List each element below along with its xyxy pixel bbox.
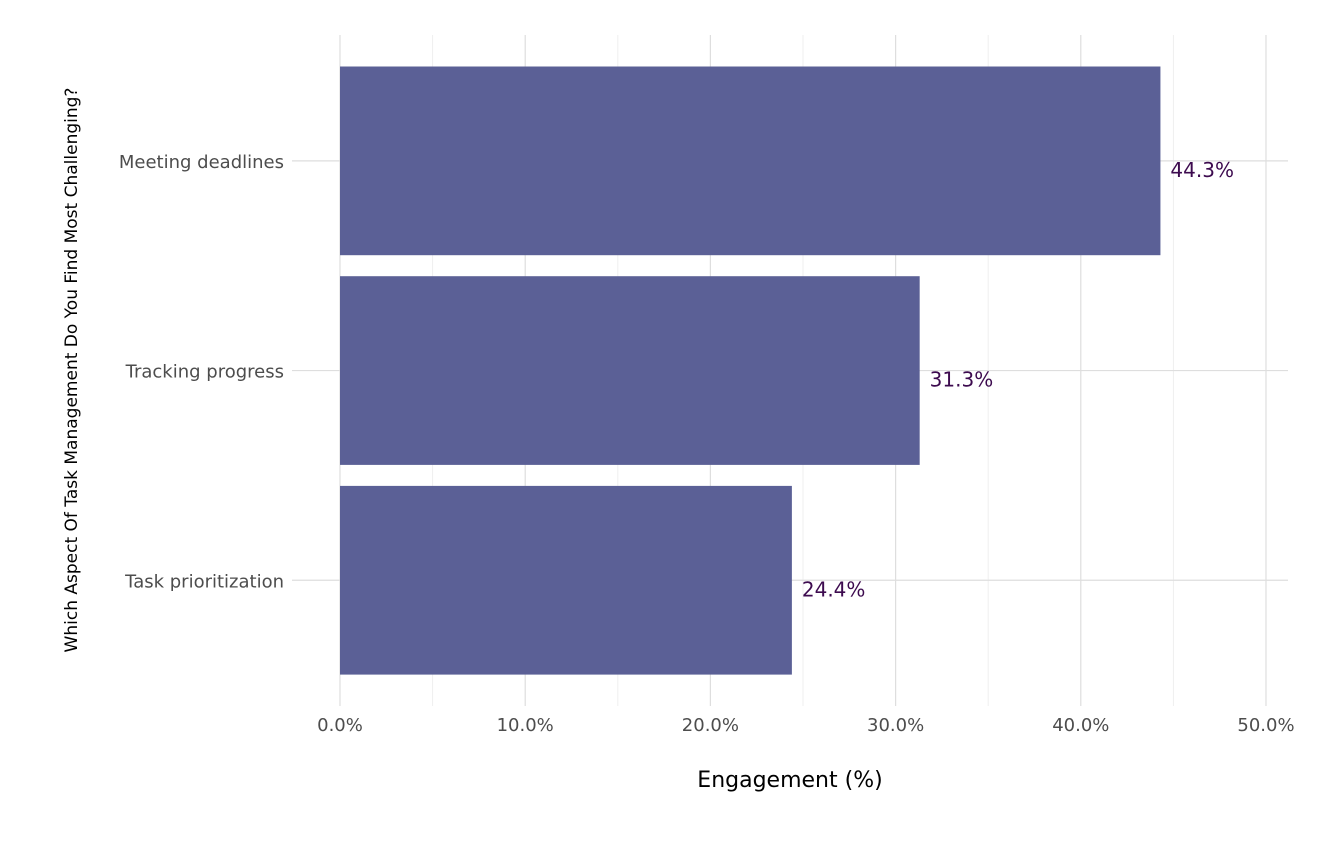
label-layer: 24.4% 31.3% 44.3% [802, 158, 1234, 601]
category-label: Meeting deadlines [119, 152, 284, 173]
bar [340, 276, 920, 465]
data-label: 24.4% [802, 577, 866, 601]
category-label: Task prioritization [124, 571, 284, 592]
x-tick-label: 40.0% [1052, 715, 1109, 736]
category-label: Tracking progress [125, 362, 284, 383]
data-label: 44.3% [1170, 158, 1234, 182]
bar-layer [340, 66, 1161, 675]
y-axis-title: Which Aspect Of Task Management Do You F… [62, 88, 82, 653]
bar [340, 66, 1161, 256]
x-tick-label: 50.0% [1237, 715, 1294, 736]
x-tick-label: 20.0% [682, 715, 739, 736]
data-label: 31.3% [930, 368, 994, 392]
bar [340, 485, 792, 675]
x-tick-label: 30.0% [867, 715, 924, 736]
tick-layer: Task prioritization Tracking progress Meet… [119, 152, 1295, 736]
x-axis-title: Engagement (%) [697, 768, 882, 793]
x-tick-label: 10.0% [497, 715, 554, 736]
x-tick-label: 0.0% [317, 715, 363, 736]
